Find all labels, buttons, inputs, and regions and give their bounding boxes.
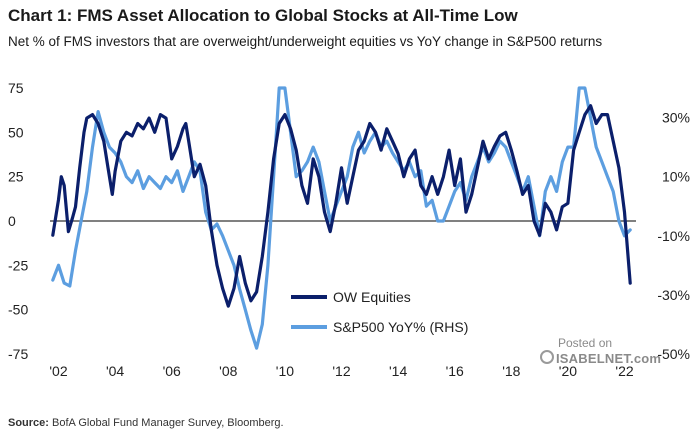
left-tick-label: -75: [8, 346, 28, 362]
left-tick-label: 25: [8, 169, 24, 185]
series-line-sp500: [51, 86, 632, 350]
x-tick-label: '20: [559, 363, 577, 379]
source-text: BofA Global Fund Manager Survey, Bloombe…: [52, 417, 284, 429]
legend-label-ow-equities: OW Equities: [333, 289, 411, 305]
x-tick-label: '10: [276, 363, 294, 379]
watermark: Posted on ISABELNET.com: [538, 336, 688, 370]
right-tick-label: -50%: [657, 346, 690, 362]
chart-subtitle: Net % of FMS investors that are overweig…: [8, 34, 603, 49]
left-tick-label: 50: [8, 124, 24, 140]
x-tick-label: '18: [502, 363, 520, 379]
chart-legend: OW Equities S&P500 YoY% (RHS): [291, 289, 468, 335]
x-axis: '02 '04 '06 '08 '10 '12 '14 '16 '18 '20 '22: [49, 363, 633, 379]
legend-label-sp500: S&P500 YoY% (RHS): [333, 319, 468, 335]
x-tick-label: '14: [389, 363, 407, 379]
right-tick-label: 10%: [662, 169, 690, 185]
x-tick-label: '16: [446, 363, 464, 379]
chart-title: Chart 1: FMS Asset Allocation to Global …: [8, 6, 518, 25]
x-tick-label: '22: [615, 363, 633, 379]
source-label: Source:: [8, 417, 49, 429]
left-axis: 75 50 25 0 -25 -50 -75: [8, 80, 28, 362]
right-axis: 30% 10% -10% -30% -50%: [657, 110, 690, 362]
series-line-ow-equities: [51, 104, 632, 308]
x-tick-label: '08: [219, 363, 237, 379]
right-tick-label: -30%: [657, 287, 690, 303]
x-tick-label: '12: [332, 363, 350, 379]
series-layer: [51, 86, 632, 350]
left-tick-label: 0: [8, 213, 16, 229]
x-tick-label: '04: [106, 363, 124, 379]
watermark-site: ISABELNET.com: [556, 351, 662, 366]
x-tick-label: '02: [49, 363, 67, 379]
left-tick-label: 75: [8, 80, 24, 96]
left-tick-label: -50: [8, 302, 28, 318]
watermark-posted-on: Posted on: [558, 336, 613, 350]
x-tick-label: '06: [163, 363, 181, 379]
isabelnet-logo-icon: [540, 350, 554, 364]
left-tick-label: -25: [8, 257, 28, 273]
right-tick-label: -10%: [657, 228, 690, 244]
source-note: Source: BofA Global Fund Manager Survey,…: [8, 417, 284, 429]
right-tick-label: 30%: [662, 110, 690, 126]
